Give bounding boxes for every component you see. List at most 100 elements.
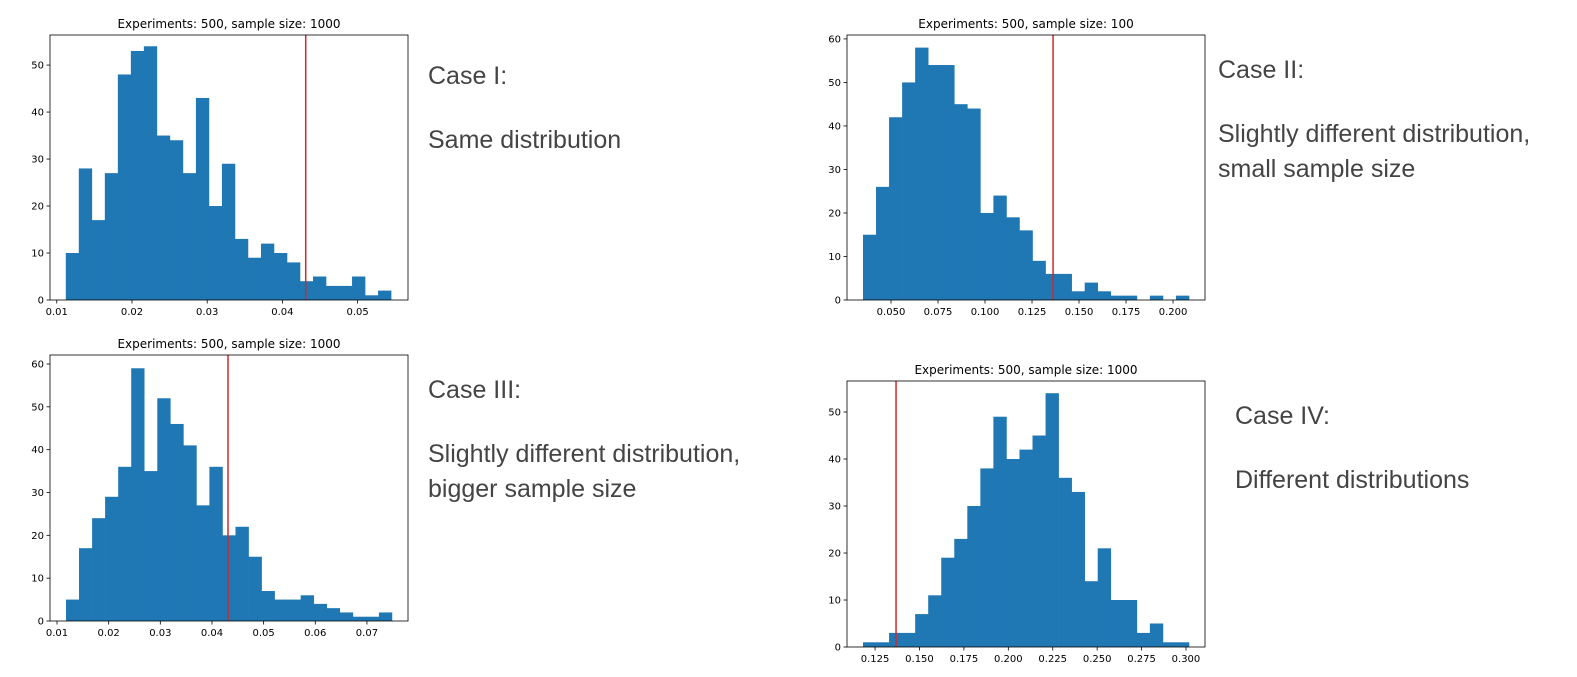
bar (234, 238, 249, 300)
chart-title: Experiments: 500, sample size: 100 (918, 17, 1133, 31)
x-tick-label: 0.01 (46, 307, 68, 318)
bar (1071, 291, 1085, 300)
bar (157, 398, 171, 621)
axes-frame (846, 34, 1206, 301)
bar (287, 599, 301, 621)
x-tick-label: 0.01 (46, 628, 68, 639)
bar (928, 65, 942, 300)
bar (902, 82, 916, 301)
bar (169, 140, 184, 300)
y-tick-label: 30 (31, 488, 44, 499)
bar (326, 608, 341, 621)
y-tick-label: 20 (31, 531, 44, 542)
y-tick-label: 30 (828, 502, 841, 513)
bar (967, 506, 981, 647)
case-heading: Case I: (428, 62, 508, 90)
bar (117, 74, 132, 301)
bar (1097, 548, 1112, 647)
x-tick-label: 0.125 (1018, 307, 1047, 318)
axes-frame (49, 354, 409, 622)
x-tick-label: 0.100 (971, 307, 1000, 318)
x-tick-label: 0.225 (1038, 654, 1067, 665)
case-text: Same distribution (428, 126, 622, 154)
y-tick-label: 20 (828, 549, 841, 560)
bar (1175, 642, 1190, 647)
bar (235, 526, 249, 621)
y-tick-label: 10 (828, 596, 841, 607)
bar (66, 599, 80, 621)
chart-title: Experiments: 500, sample size: 1000 (914, 363, 1137, 377)
bar (1162, 642, 1177, 647)
bar (954, 538, 968, 647)
bar (326, 285, 340, 300)
case-note: Case I: Same distribution (428, 59, 748, 158)
y-tick-label: 50 (31, 402, 44, 413)
bar (980, 212, 994, 300)
bar (1136, 632, 1151, 647)
y-tick-label: 40 (828, 455, 841, 466)
bar (339, 612, 354, 621)
bar (352, 616, 367, 621)
bar (1175, 295, 1190, 300)
bar (144, 471, 158, 621)
x-tick-label: 0.02 (98, 628, 120, 639)
bar (65, 253, 80, 300)
bar (1058, 477, 1072, 647)
case-text: Slightly different distribution, small s… (1218, 120, 1531, 183)
case-heading: Case III: (428, 376, 522, 404)
y-tick-label: 10 (828, 252, 841, 263)
x-tick-label: 0.200 (1159, 307, 1188, 318)
bar (286, 262, 301, 300)
bar (1149, 623, 1164, 647)
bar (339, 285, 353, 300)
bar (378, 612, 393, 621)
bar (1084, 282, 1099, 300)
case-text: Different distributions (1235, 466, 1470, 494)
bar (182, 173, 197, 300)
bar (183, 445, 197, 621)
x-tick-label: 0.02 (121, 307, 143, 318)
y-tick-label: 40 (31, 108, 44, 119)
bar (92, 518, 106, 621)
bar (1019, 449, 1033, 647)
y-tick-label: 60 (828, 34, 841, 45)
y-tick-label: 0 (38, 617, 44, 628)
x-tick-label: 0.175 (1112, 307, 1141, 318)
bar (941, 65, 955, 300)
y-tick-label: 50 (828, 408, 841, 419)
case-text: Slightly different distribution, bigger … (428, 440, 741, 503)
y-tick-label: 30 (31, 155, 44, 166)
case-heading: Case IV: (1235, 402, 1330, 430)
x-tick-label: 0.150 (1065, 307, 1094, 318)
bar (273, 253, 288, 300)
y-tick-label: 40 (31, 445, 44, 456)
bar (118, 466, 132, 621)
bar (1006, 459, 1020, 647)
bar (876, 186, 890, 300)
bar (209, 466, 223, 621)
y-tick-label: 0 (835, 643, 841, 654)
x-tick-label: 0.04 (201, 628, 223, 639)
y-tick-label: 40 (828, 121, 841, 132)
x-tick-label: 0.150 (905, 654, 934, 665)
bar (862, 234, 877, 300)
x-tick-label: 0.050 (877, 307, 906, 318)
bar (221, 163, 236, 300)
bar (1045, 273, 1059, 300)
y-tick-label: 20 (31, 202, 44, 213)
y-tick-label: 0 (38, 296, 44, 307)
y-tick-label: 10 (31, 249, 44, 260)
bar (352, 276, 366, 300)
case-note: Case III: Slightly different distributio… (428, 373, 788, 507)
y-tick-label: 0 (835, 296, 841, 307)
x-tick-label: 0.125 (861, 654, 890, 665)
bar (170, 423, 184, 621)
bar (1058, 273, 1072, 300)
bar (993, 416, 1007, 647)
bar (862, 642, 877, 647)
x-tick-label: 0.200 (994, 654, 1023, 665)
chart-title: Experiments: 500, sample size: 1000 (117, 337, 340, 351)
bar (902, 632, 916, 647)
